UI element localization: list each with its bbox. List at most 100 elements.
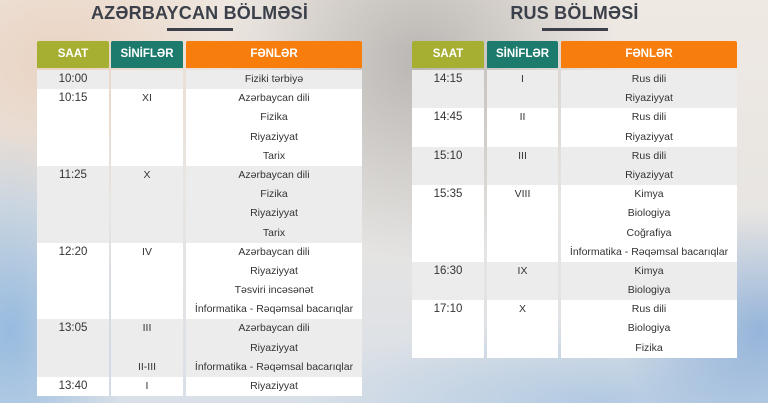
time-cell: 14:15: [412, 70, 484, 90]
subject-cell: Biologiya: [561, 204, 737, 224]
time-cell: [412, 242, 484, 262]
time-cell: [37, 300, 109, 320]
fenler-header: FƏNLƏR: [186, 41, 362, 68]
class-cell: X: [111, 165, 183, 186]
subject-cell: Riyaziyyat: [186, 261, 362, 282]
time-cell: [37, 185, 109, 205]
saat-column: SAAT 14:15 14:45 15:10 15:35 16:30 17:10: [412, 41, 484, 358]
class-cell: [111, 70, 183, 90]
subject-cell: Təsviri incəsənət: [186, 281, 362, 301]
title-underline: [541, 28, 608, 31]
subject-cell: Riyaziyyat: [186, 377, 362, 397]
class-cell: [487, 204, 558, 224]
subject-cell: Rus dili: [561, 108, 737, 128]
time-cell: [37, 146, 109, 166]
subject-cell: Riyaziyyat: [561, 165, 737, 186]
subject-cell: Riyaziyyat: [186, 338, 362, 358]
class-cell: II: [487, 108, 558, 128]
time-cell: 15:10: [412, 146, 484, 166]
class-cell: [111, 261, 183, 282]
time-cell: [412, 281, 484, 301]
time-cell: [412, 165, 484, 186]
sinifler-header: SİNİFLƏR: [487, 41, 558, 68]
subject-cell: Fizika: [186, 108, 362, 128]
time-cell: [37, 357, 109, 377]
subject-cell: Coğrafiya: [561, 223, 737, 243]
class-cell: [487, 338, 558, 358]
time-cell: [37, 108, 109, 128]
subject-cell: Fizika: [561, 338, 737, 358]
class-cell: III: [111, 319, 183, 339]
subject-cell: Kimya: [561, 185, 737, 205]
class-cell: [487, 223, 558, 243]
class-cell: [111, 127, 183, 147]
class-cell: I: [487, 70, 558, 90]
fenler-column: FƏNLƏR Fiziki tərbiyə Azərbaycan dili Fizik…: [186, 41, 362, 397]
saat-header: SAAT: [412, 41, 484, 68]
subject-cell: Tarix: [186, 146, 362, 166]
sinifler-header: SİNİFLƏR: [111, 41, 183, 68]
time-cell: 15:35: [412, 185, 484, 205]
sinifler-body: XI X IV III II-III I: [111, 70, 183, 397]
class-cell: [487, 242, 558, 262]
time-cell: [412, 223, 484, 243]
time-cell: [412, 127, 484, 147]
class-cell: [487, 127, 558, 147]
class-cell: [487, 89, 558, 109]
class-cell: III: [487, 146, 558, 166]
time-cell: [412, 319, 484, 339]
saat-header: SAAT: [37, 41, 109, 68]
sinifler-column: SİNİFLƏR I II III VIII IX X: [487, 41, 558, 358]
time-cell: 11:25: [37, 165, 109, 186]
time-cell: 14:45: [412, 108, 484, 128]
fenler-body: Fiziki tərbiyə Azərbaycan dili Fizika Riyaz…: [186, 70, 362, 397]
subject-cell: Biologiya: [561, 281, 737, 301]
time-cell: [37, 338, 109, 358]
subject-cell: Riyaziyyat: [561, 89, 737, 109]
time-cell: 16:30: [412, 261, 484, 282]
class-cell: [487, 165, 558, 186]
time-cell: [37, 223, 109, 243]
class-cell: [487, 319, 558, 339]
subject-cell: Azərbaycan dili: [186, 242, 362, 262]
time-cell: [412, 338, 484, 358]
fenler-column: FƏNLƏR Rus dili Riyaziyyat Rus dili Riyaziyy…: [561, 41, 737, 358]
section-title: RUS BÖLMƏSİ: [510, 3, 639, 23]
class-cell: IX: [487, 261, 558, 282]
time-cell: [412, 89, 484, 109]
class-cell: [111, 338, 183, 358]
subject-cell: Riyaziyyat: [561, 127, 737, 147]
subject-cell: Fiziki tərbiyə: [186, 70, 362, 90]
subject-cell: Rus dili: [561, 70, 737, 90]
subject-cell: Tarix: [186, 223, 362, 243]
title-underline: [166, 28, 233, 31]
subject-cell: İnformatika - Rəqəmsal bacarıqlar: [186, 300, 362, 320]
class-cell: I: [111, 377, 183, 397]
time-cell: [37, 127, 109, 147]
class-cell: [111, 204, 183, 224]
time-cell: [37, 261, 109, 282]
time-cell: [37, 204, 109, 224]
time-cell: [37, 281, 109, 301]
time-cell: 13:05: [37, 319, 109, 339]
subject-cell: Rus dili: [561, 300, 737, 320]
time-cell: 10:15: [37, 89, 109, 109]
subject-cell: Kimya: [561, 261, 737, 282]
subject-cell: Riyaziyyat: [186, 204, 362, 224]
time-cell: 10:00: [37, 70, 109, 90]
class-cell: [111, 300, 183, 320]
section-title: AZƏRBAYCAN BÖLMƏSİ: [90, 3, 309, 23]
class-cell: II-III: [111, 357, 183, 377]
saat-body: 14:15 14:45 15:10 15:35 16:30 17:10: [412, 70, 484, 358]
class-cell: IV: [111, 242, 183, 262]
subject-cell: Biologiya: [561, 319, 737, 339]
fenler-header: FƏNLƏR: [561, 41, 737, 68]
subject-cell: Azərbaycan dili: [186, 319, 362, 339]
fenler-body: Rus dili Riyaziyyat Rus dili Riyaziyyat Rus …: [561, 70, 737, 358]
subject-cell: Azərbaycan dili: [186, 89, 362, 109]
class-cell: VIII: [487, 185, 558, 205]
time-cell: 17:10: [412, 300, 484, 320]
class-cell: [111, 108, 183, 128]
class-cell: [111, 223, 183, 243]
class-cell: [111, 185, 183, 205]
